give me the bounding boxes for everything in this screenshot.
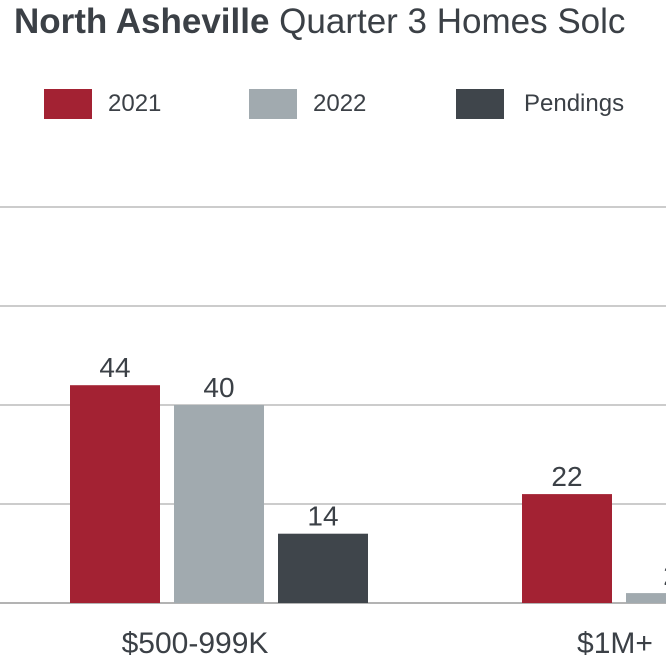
category-label: $1M+ [577, 627, 653, 660]
legend-label-2022: 2022 [313, 90, 367, 117]
legend-swatch-2021 [44, 89, 92, 119]
legend-label-2021: 2021 [108, 90, 162, 117]
bar-2022-2 [626, 593, 666, 603]
bars [70, 385, 666, 603]
bar-2022-1 [174, 405, 264, 603]
data-label: 22 [551, 461, 582, 492]
data-label: 14 [307, 501, 338, 532]
data-labels: 444014222 [99, 352, 666, 591]
bar-2021-1 [70, 385, 160, 603]
chart-title: North Asheville Quarter 3 Homes Solc [14, 0, 625, 44]
data-label: 40 [203, 372, 234, 403]
bar-2021-2 [522, 494, 612, 603]
chart-title-bold: North Asheville [14, 2, 270, 41]
category-labels: $500-999K $1M+ [122, 627, 653, 660]
legend-label-pendings: Pendings [524, 90, 625, 117]
bar-pendings-1 [278, 533, 368, 603]
data-label: 44 [99, 352, 130, 383]
category-label: $500-999K [122, 627, 269, 660]
legend-swatch-2022 [249, 89, 297, 119]
legend-swatch-pendings [456, 89, 504, 119]
data-label: 2 [663, 560, 666, 591]
chart-title-rest: Quarter 3 Homes Solc [279, 2, 626, 41]
